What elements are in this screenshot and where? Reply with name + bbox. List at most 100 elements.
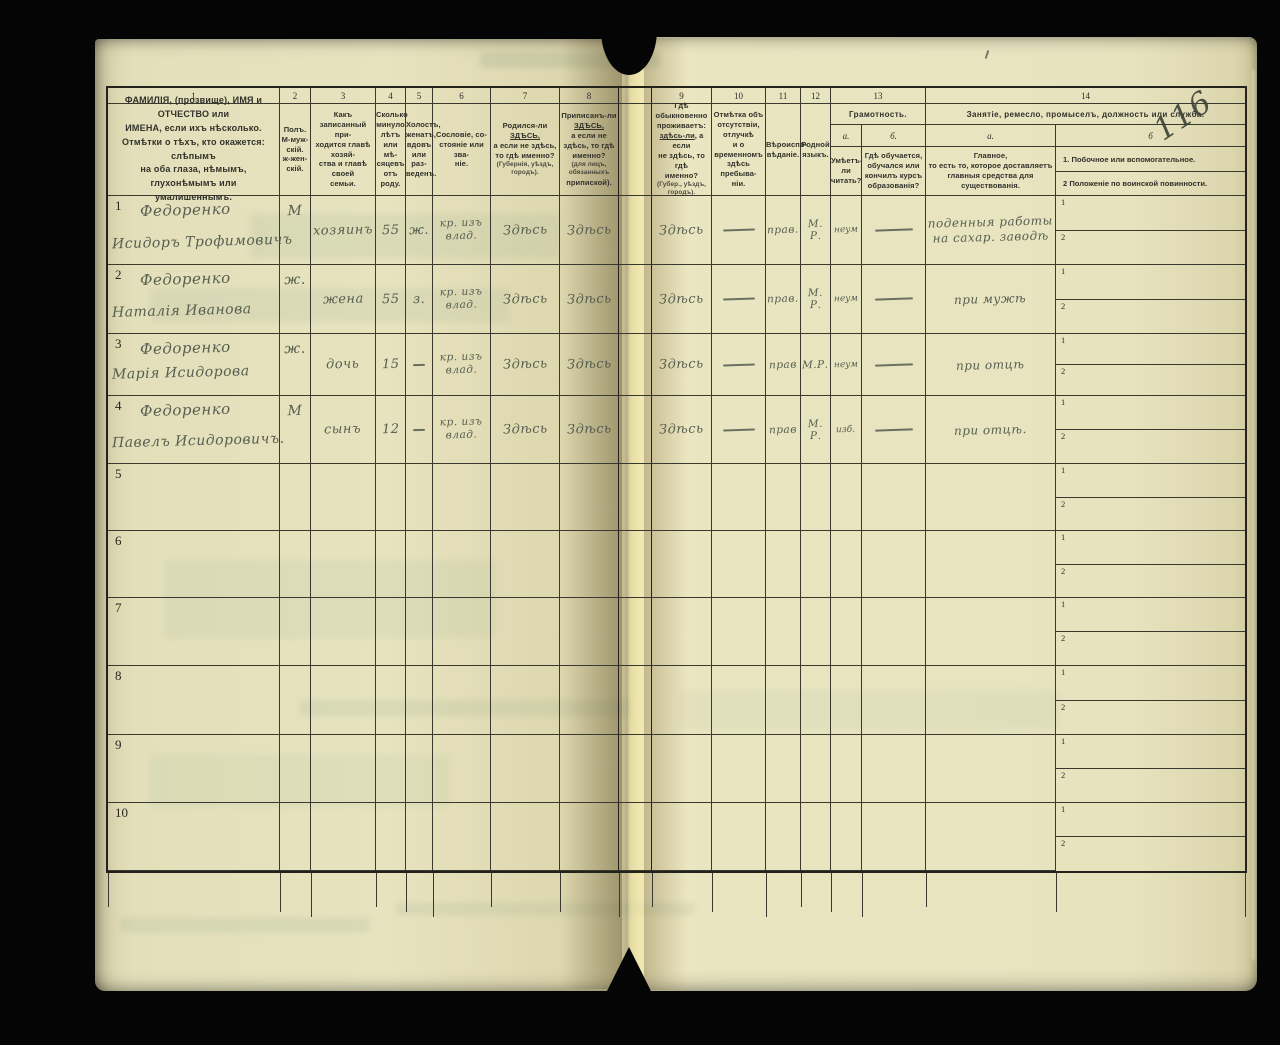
cell-can-read: неум bbox=[831, 265, 862, 334]
hw-school-dash bbox=[874, 297, 913, 301]
sub-row-label: 2 bbox=[1061, 566, 1066, 576]
cell-religion: прав bbox=[766, 334, 801, 396]
cell-resides-here bbox=[652, 531, 712, 598]
header-cell-c8: Приписанъ-ли ЗДѢСЬ, а если не здѣсь, то г… bbox=[560, 104, 619, 196]
cell-born-here bbox=[491, 598, 560, 666]
hw-religion: прав. bbox=[766, 223, 799, 237]
cell-absence-note bbox=[712, 531, 766, 598]
row-number: 7 bbox=[115, 600, 122, 615]
cell-estate bbox=[433, 531, 491, 598]
cell-school bbox=[862, 334, 926, 396]
hw-religion: прав bbox=[768, 423, 798, 436]
hw-estate: кр. изъ влад. bbox=[439, 350, 483, 377]
cell-school bbox=[862, 598, 926, 666]
table-border bbox=[1245, 88, 1247, 871]
table-border bbox=[106, 86, 1247, 88]
cell-sex: М bbox=[280, 396, 311, 464]
column-number-cell: 1 bbox=[108, 88, 280, 104]
sub-row-label: 1 bbox=[1061, 465, 1066, 475]
cell-estate: кр. изъ влад. bbox=[433, 196, 491, 265]
cell-marital bbox=[406, 598, 433, 666]
hw-school-dash bbox=[874, 228, 913, 232]
cell-born-here bbox=[491, 803, 560, 871]
cell-absence-note bbox=[712, 396, 766, 464]
cell-occupation-main: при мужѣ bbox=[926, 265, 1056, 334]
cell-marital bbox=[406, 464, 433, 531]
cell-occupation-main bbox=[926, 464, 1056, 531]
cell-age bbox=[376, 735, 406, 803]
hw-can-read: изб. bbox=[836, 424, 856, 435]
cell-occupation-side-1: 1 bbox=[1056, 464, 1245, 498]
hw-surname: Федоренко bbox=[139, 199, 231, 221]
sub-row-label: 2 bbox=[1061, 702, 1066, 712]
column-line-stub bbox=[279, 873, 281, 912]
cell-sex: М bbox=[280, 196, 311, 265]
cell-occupation-main: при отцѣ bbox=[926, 334, 1056, 396]
hw-resides: Здѣсь bbox=[658, 421, 705, 438]
hw-born: Здѣсь bbox=[502, 356, 548, 373]
hw-religion: прав bbox=[768, 358, 798, 371]
hw-estate: кр. изъ влад. bbox=[439, 216, 483, 243]
cell-language bbox=[801, 735, 831, 803]
header-cell-c13b: Гдѣ обучается, обучался или кончилъ курсъ о… bbox=[862, 147, 926, 196]
cell-occupation-side-1: 1 bbox=[1056, 334, 1245, 365]
header-cell-c14a: Главное, то есть то, которое доставляетъ г… bbox=[926, 147, 1056, 196]
cell-occupation-side-2: 2 bbox=[1056, 837, 1245, 871]
cell-relation bbox=[311, 531, 376, 598]
hw-surname: Федоренко bbox=[139, 268, 231, 290]
cell-school bbox=[862, 396, 926, 464]
cell-age: 55 bbox=[376, 196, 406, 265]
cell-religion bbox=[766, 531, 801, 598]
cell-sex bbox=[280, 803, 311, 871]
table-border bbox=[106, 871, 1247, 873]
cell-absence-note bbox=[712, 803, 766, 871]
cell-name: 4 Федоренко Павелъ Исидоровичъ. bbox=[108, 396, 285, 464]
cell-can-read bbox=[831, 666, 862, 735]
header-cell-c5: Холостъ, женатъ, вдовъ или раз-веденъ. bbox=[406, 104, 441, 196]
sub-row-label: 2 bbox=[1061, 633, 1066, 643]
hw-language: М. Р. bbox=[807, 286, 824, 312]
column-line-stub bbox=[861, 873, 863, 917]
cell-religion bbox=[766, 803, 801, 871]
header-literacy-title: Грамотность. bbox=[831, 104, 926, 125]
hw-resides: Здѣсь bbox=[658, 290, 705, 308]
hw-resides: Здѣсь bbox=[658, 221, 705, 239]
cell-sex: ж. bbox=[280, 334, 311, 396]
hw-occupation: при мужѣ bbox=[954, 291, 1027, 307]
cell-relation: сынъ bbox=[311, 396, 376, 464]
hw-given-name: Марія Исидорова bbox=[111, 363, 250, 383]
row-number: 8 bbox=[115, 668, 122, 683]
hw-given-name: Павелъ Исидоровичъ. bbox=[111, 430, 285, 452]
cell-estate: кр. изъ влад. bbox=[433, 265, 491, 334]
cell-can-read bbox=[831, 464, 862, 531]
cell-marital bbox=[406, 396, 433, 464]
page-left bbox=[95, 39, 628, 991]
cell-occupation-side-2: 2 bbox=[1056, 769, 1245, 803]
hw-resides: Здѣсь bbox=[658, 356, 705, 373]
cell-born-here: Здѣсь bbox=[491, 196, 560, 265]
cell-absence-note bbox=[712, 265, 766, 334]
cell-can-read: изб. bbox=[831, 396, 862, 464]
cell-resides-here: Здѣсь bbox=[652, 265, 712, 334]
cell-estate bbox=[433, 803, 491, 871]
cell-occupation-side-1: 1 bbox=[1056, 265, 1245, 300]
gutter-cell bbox=[619, 334, 652, 396]
hw-registered: Здѣсь bbox=[566, 290, 612, 308]
cell-name: 6 bbox=[108, 531, 280, 598]
cell-resides-here bbox=[652, 735, 712, 803]
header-occupation-title: Занятіе, ремесло, промыселъ, должность и… bbox=[926, 104, 1245, 125]
hw-marital: з. bbox=[412, 291, 426, 307]
cell-occupation-side-2: 2 bbox=[1056, 701, 1245, 735]
cell-born-here bbox=[491, 735, 560, 803]
cell-estate bbox=[433, 598, 491, 666]
hw-language: М. Р. bbox=[807, 417, 824, 442]
column-line-stub bbox=[925, 873, 927, 907]
hw-age: 12 bbox=[381, 421, 400, 438]
cell-religion: прав. bbox=[766, 196, 801, 265]
gutter-cell bbox=[619, 196, 652, 265]
column-number-cell: 6 bbox=[433, 88, 491, 104]
gutter-cell bbox=[619, 735, 652, 803]
cell-language bbox=[801, 598, 831, 666]
hw-sex: М bbox=[287, 402, 303, 420]
cell-occupation-side-1: 1 bbox=[1056, 396, 1245, 430]
